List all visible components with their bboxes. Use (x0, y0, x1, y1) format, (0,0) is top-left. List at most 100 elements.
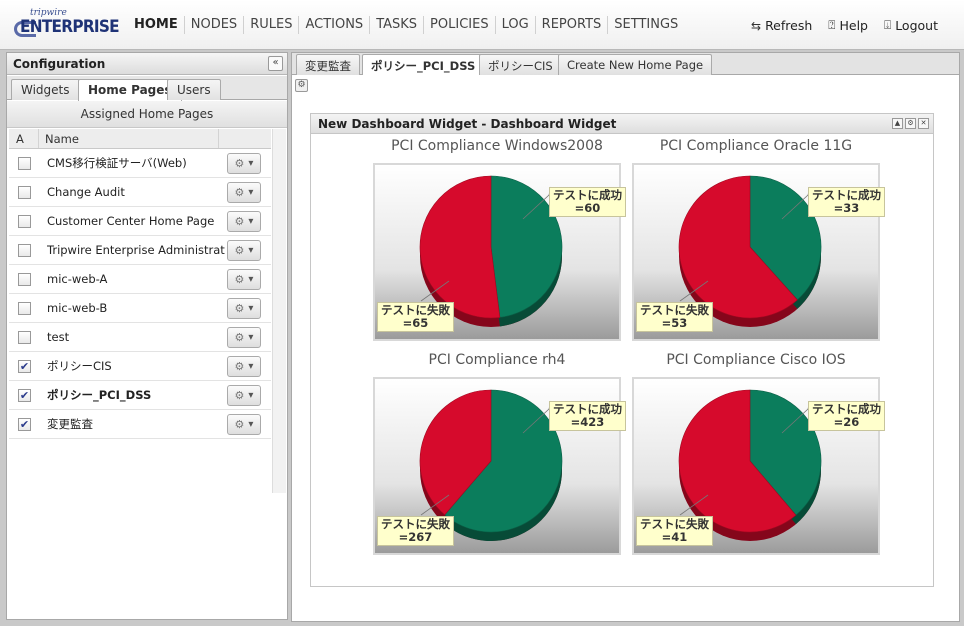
nav-policies[interactable]: POLICIES (423, 16, 495, 34)
help-button[interactable]: ⍰ Help (828, 18, 868, 33)
widget-settings-icon[interactable]: ⚙ (905, 118, 916, 129)
widget-header[interactable]: New Dashboard Widget - Dashboard Widget … (311, 114, 933, 134)
help-icon: ⍰ (828, 18, 836, 32)
nav-nodes[interactable]: NODES (183, 16, 243, 34)
data-label-fail-value: =267 (398, 530, 433, 544)
nav-rules[interactable]: RULES (243, 16, 298, 34)
table-row[interactable]: Customer Center Home Page ⚙ ▾ (9, 207, 271, 236)
assigned-home-pages-header: Assigned Home Pages (7, 101, 287, 128)
table-scrollbar[interactable] (272, 129, 286, 493)
tab-change-audit[interactable]: 変更監査 (296, 54, 360, 75)
row-actions-button[interactable]: ⚙ ▾ (227, 181, 261, 203)
row-actions-button[interactable]: ⚙ ▾ (227, 326, 261, 348)
table-row[interactable]: test ⚙ ▾ (9, 323, 271, 352)
row-checkbox[interactable] (18, 301, 31, 315)
row-name: CMS移行検証サーバ(Web) (47, 156, 187, 170)
chevron-down-icon: ▾ (248, 418, 254, 430)
tab-users[interactable]: Users (167, 79, 221, 100)
table-body: CMS移行検証サーバ(Web) ⚙ ▾ Change Audit ⚙ ▾ Customer … (9, 149, 271, 439)
column-a[interactable]: A (9, 129, 39, 148)
row-checkbox[interactable]: ✔ (18, 417, 31, 431)
dashboard-widget: New Dashboard Widget - Dashboard Widget … (310, 113, 934, 587)
gear-icon: ⚙ (234, 417, 245, 431)
pie-slice-success[interactable] (749, 389, 822, 516)
help-label: Help (839, 18, 868, 33)
row-checkbox[interactable]: ✔ (18, 388, 31, 402)
nav-settings[interactable]: SETTINGS (607, 16, 684, 34)
leader-line-fail (679, 494, 709, 516)
row-checkbox[interactable] (18, 243, 31, 257)
logout-button[interactable]: ⍗ Logout (884, 18, 938, 33)
table-row[interactable]: mic-web-A ⚙ ▾ (9, 265, 271, 294)
row-checkbox[interactable] (18, 185, 31, 199)
table-row[interactable]: Change Audit ⚙ ▾ (9, 178, 271, 207)
page-settings-gear-icon[interactable]: ⚙ (295, 79, 308, 92)
table-row[interactable]: ✔ ポリシー_PCI_DSS ⚙ ▾ (9, 381, 271, 410)
tab-home-pages[interactable]: Home Pages (78, 79, 182, 101)
chevron-down-icon: ▾ (248, 244, 254, 256)
row-actions-button[interactable]: ⚙ ▾ (227, 297, 261, 319)
nav-reports[interactable]: REPORTS (534, 16, 608, 34)
row-actions-button[interactable]: ⚙ ▾ (227, 268, 261, 290)
tab-widgets[interactable]: Widgets (11, 79, 80, 100)
data-label-fail: テストに失敗 =65 (377, 302, 454, 332)
data-label-success: テストに成功 =33 (808, 187, 885, 217)
pie-slice-success[interactable] (490, 175, 563, 318)
data-label-success-name: テストに成功 (812, 402, 881, 416)
row-checkbox[interactable] (18, 272, 31, 286)
nav-log[interactable]: LOG (494, 16, 535, 34)
tab-policy-cis[interactable]: ポリシーCIS (479, 54, 562, 75)
row-name: Change Audit (47, 185, 125, 199)
collapse-panel-button[interactable]: « (268, 56, 283, 71)
nav-home[interactable]: HOME (134, 17, 178, 32)
row-actions-button[interactable]: ⚙ ▾ (227, 210, 261, 232)
table-row[interactable]: Tripwire Enterprise Administrator ⚙ ▾ (9, 236, 271, 265)
row-checkbox[interactable] (18, 156, 31, 170)
tab-policy-pci-dss[interactable]: ポリシー_PCI_DSS (362, 54, 485, 75)
configuration-panel: Configuration « Widgets Home Pages Users… (6, 52, 288, 620)
close-icon[interactable]: ✕ (918, 118, 929, 129)
gear-icon: ⚙ (234, 272, 245, 286)
row-name: mic-web-B (47, 301, 108, 315)
table-row[interactable]: ✔ 変更監査 ⚙ ▾ (9, 410, 271, 439)
row-actions-button[interactable]: ⚙ ▾ (227, 152, 261, 174)
leader-line-fail (679, 280, 709, 302)
table-row[interactable]: CMS移行検証サーバ(Web) ⚙ ▾ (9, 149, 271, 178)
table-header: A Name (9, 129, 271, 149)
refresh-label: Refresh (765, 18, 813, 33)
pie-svg (678, 389, 822, 541)
row-checkbox[interactable]: ✔ (18, 359, 31, 373)
nav-actions[interactable]: ACTIONS (298, 16, 369, 34)
tab-create-new-home-page[interactable]: Create New Home Page (558, 54, 713, 75)
table-row[interactable]: ✔ ポリシーCIS ⚙ ▾ (9, 352, 271, 381)
row-actions-button[interactable]: ⚙ ▾ (227, 355, 261, 377)
row-checkbox[interactable] (18, 214, 31, 228)
data-label-fail-name: テストに失敗 (640, 517, 709, 531)
row-actions-button[interactable]: ⚙ ▾ (227, 384, 261, 406)
pie-slice-success[interactable] (749, 175, 822, 301)
logo-swoosh-icon (14, 21, 36, 37)
pie-slice-fail[interactable] (678, 389, 797, 533)
pie-slice-fail[interactable] (419, 175, 501, 319)
chevron-down-icon: ▾ (248, 302, 254, 314)
data-label-fail-value: =65 (402, 316, 429, 330)
row-actions-button[interactable]: ⚙ ▾ (227, 413, 261, 435)
chevron-down-icon: ▾ (248, 389, 254, 401)
leader-line-fail (420, 280, 450, 302)
panel-tabs: Widgets Home Pages Users (7, 76, 287, 101)
tripwire-logo[interactable]: tripwire ENTERPRISE (14, 8, 124, 41)
minimize-icon[interactable]: ▲ (892, 118, 903, 129)
column-name[interactable]: Name (39, 129, 219, 148)
row-checkbox[interactable] (18, 330, 31, 344)
refresh-button[interactable]: ⇆ Refresh (751, 18, 812, 33)
row-actions-button[interactable]: ⚙ ▾ (227, 239, 261, 261)
pie-slice-fail[interactable] (419, 389, 492, 516)
table-row[interactable]: mic-web-B ⚙ ▾ (9, 294, 271, 323)
home-pages-table: A Name CMS移行検証サーバ(Web) ⚙ ▾ Change Audit ⚙ ▾ Cu… (9, 129, 271, 439)
chart-frame: テストに成功 =60 テストに失敗 =65 (373, 163, 626, 341)
gear-icon: ⚙ (234, 359, 245, 373)
pie-slice-fail[interactable] (678, 175, 798, 319)
pie-slice-success[interactable] (444, 389, 563, 533)
data-label-fail: テストに失敗 =41 (636, 516, 713, 546)
nav-tasks[interactable]: TASKS (369, 16, 423, 34)
